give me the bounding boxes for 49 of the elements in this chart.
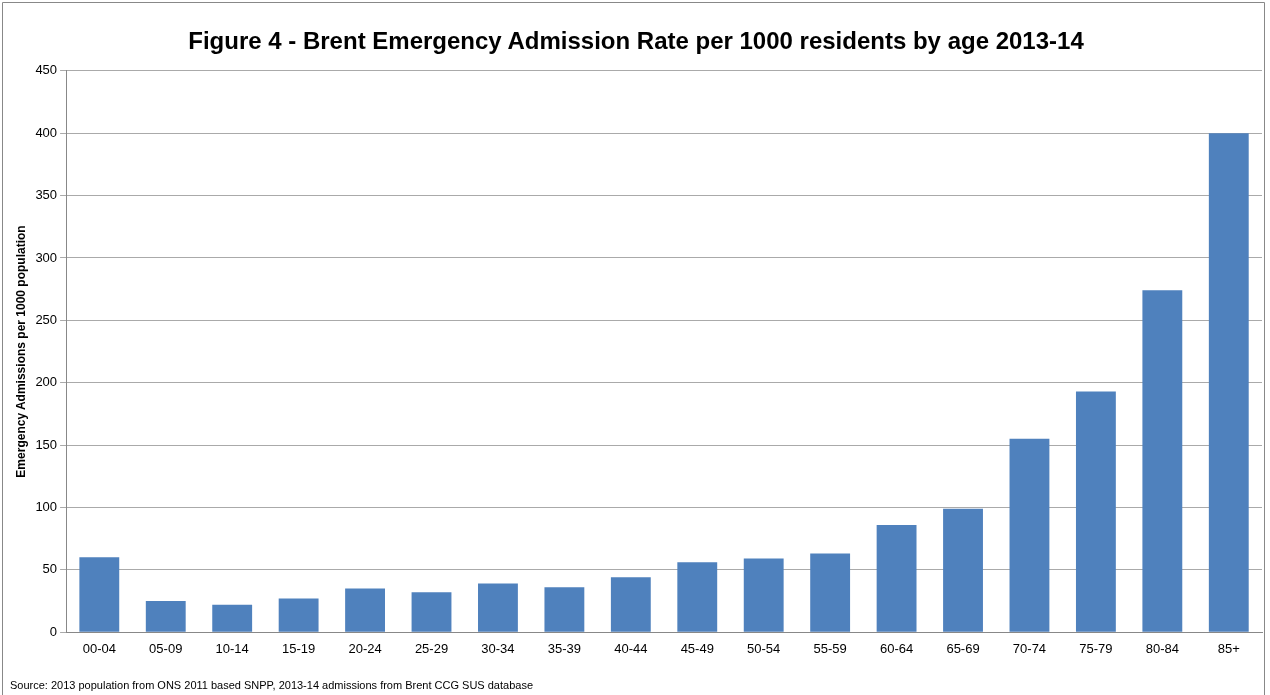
- bar: [278, 598, 319, 632]
- chart-title: Figure 4 - Brent Emergency Admission Rate per 1000 residents by age 2013-14: [188, 27, 1085, 55]
- x-tick-label: 60-64: [879, 640, 914, 656]
- y-tick-label: 450: [35, 62, 58, 78]
- x-tick-label: 65-69: [946, 640, 980, 656]
- y-tick-label: 150: [35, 436, 58, 452]
- x-tick-label: 20-24: [348, 640, 382, 656]
- x-tick-label: 35-39: [547, 640, 582, 656]
- bar: [411, 592, 452, 632]
- bar: [743, 558, 784, 632]
- x-tick-label: 05-09: [149, 640, 183, 656]
- bar: [1075, 391, 1116, 632]
- y-axis-title: Emergency Admissions per 1000 population: [13, 225, 28, 478]
- x-tick-label: 10-14: [215, 640, 249, 656]
- x-tick-label: 00-04: [82, 640, 116, 656]
- bar: [610, 577, 651, 632]
- y-tick-label: 0: [49, 623, 58, 639]
- y-tick-label: 200: [35, 374, 58, 390]
- bar: [544, 587, 585, 632]
- bar: [478, 583, 518, 632]
- bar: [345, 588, 385, 632]
- x-tick-label: 85+: [1217, 640, 1240, 656]
- bar: [943, 508, 983, 632]
- y-tick-label: 350: [35, 187, 58, 203]
- x-tick-label: 75-79: [1079, 640, 1113, 656]
- bar: [810, 553, 851, 632]
- x-tick-label: 80-84: [1145, 640, 1179, 656]
- y-tick-label: 250: [35, 311, 58, 327]
- x-tick-label: 40-44: [614, 640, 648, 656]
- y-tick-label: 50: [42, 561, 58, 577]
- y-tick-label: 400: [35, 124, 58, 140]
- x-tick-label: 55-59: [813, 640, 847, 656]
- x-tick-label: 30-34: [481, 640, 515, 656]
- x-tick-label: 45-49: [680, 640, 714, 656]
- bar: [145, 601, 186, 632]
- bar: [1142, 290, 1183, 632]
- source-note: Source: 2013 population from ONS 2011 based SNPP, 2013-14 admissions from Brent CCG SUS database: [10, 679, 533, 692]
- x-tick-label: 70-74: [1012, 640, 1047, 656]
- x-tick-label: 15-19: [282, 640, 316, 656]
- bar: [79, 557, 120, 632]
- bar: [1009, 438, 1050, 632]
- x-tick-label: 50-54: [747, 640, 781, 656]
- bar: [1208, 133, 1249, 632]
- bar: [876, 524, 917, 632]
- bar: [212, 604, 253, 632]
- bar: [677, 562, 718, 632]
- y-tick-label: 300: [35, 249, 58, 265]
- y-tick-label: 100: [35, 499, 58, 515]
- x-tick-label: 25-29: [414, 640, 449, 656]
